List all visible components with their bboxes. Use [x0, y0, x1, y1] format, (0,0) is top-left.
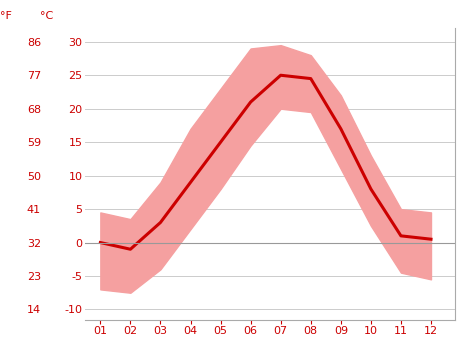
Text: °C: °C [40, 11, 54, 21]
Text: °F: °F [0, 11, 12, 21]
